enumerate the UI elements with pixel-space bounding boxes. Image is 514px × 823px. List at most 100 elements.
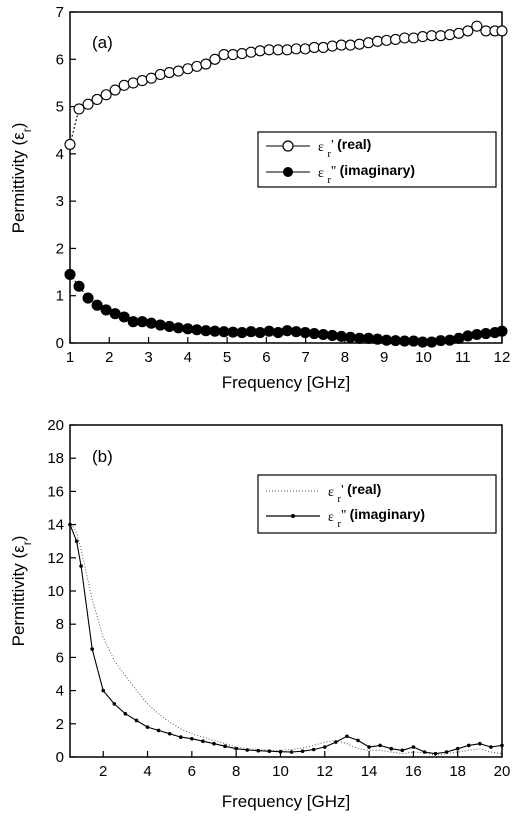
y-tick-label: 0 xyxy=(56,335,64,352)
data-point xyxy=(172,322,184,334)
data-point xyxy=(496,25,508,37)
data-point xyxy=(380,334,393,346)
data-point xyxy=(462,330,474,342)
x-tick-label: 12 xyxy=(494,349,511,366)
x-tick-label: 8 xyxy=(232,763,240,780)
data-point xyxy=(389,746,394,751)
data-point xyxy=(362,332,375,344)
data-point xyxy=(408,32,420,44)
data-point xyxy=(64,138,76,150)
y-tick-label: 0 xyxy=(56,749,64,766)
x-axis-title: Frequency [GHz] xyxy=(222,373,351,392)
data-point xyxy=(223,744,227,749)
data-point xyxy=(267,749,272,753)
data-point xyxy=(145,317,157,329)
data-point xyxy=(400,748,405,753)
legend-box xyxy=(257,131,497,188)
data-point xyxy=(127,77,139,89)
data-point xyxy=(118,79,130,91)
data-point xyxy=(422,750,427,754)
data-point xyxy=(299,43,311,55)
data-point xyxy=(466,743,471,748)
data-point xyxy=(278,749,283,754)
data-point xyxy=(163,320,175,333)
x-tick-label: 1 xyxy=(66,349,74,366)
data-point xyxy=(322,745,327,749)
data-point xyxy=(444,334,456,346)
data-point xyxy=(236,48,248,60)
data-point xyxy=(496,325,508,337)
data-point xyxy=(73,280,85,292)
legend-marker-filled-circle xyxy=(283,167,293,177)
data-point xyxy=(118,311,130,323)
data-point xyxy=(227,49,239,61)
data-point xyxy=(334,740,338,744)
data-point xyxy=(136,316,148,328)
data-point xyxy=(245,326,257,338)
data-point xyxy=(68,522,72,527)
data-point xyxy=(480,327,492,340)
data-point xyxy=(82,98,94,110)
data-point xyxy=(272,327,284,339)
x-tick-label: 7 xyxy=(301,349,309,366)
x-tick-label: 4 xyxy=(184,349,192,366)
data-point xyxy=(156,728,161,733)
data-point xyxy=(136,75,148,87)
data-point xyxy=(500,743,504,748)
x-tick-label: 6 xyxy=(262,349,270,366)
y-tick-label: 4 xyxy=(56,683,64,700)
y-tick-label: 7 xyxy=(56,4,64,21)
data-point xyxy=(245,748,250,752)
data-point xyxy=(290,326,302,338)
data-point xyxy=(82,292,94,304)
data-point xyxy=(317,328,329,341)
data-point xyxy=(444,750,449,754)
data-point xyxy=(471,20,483,32)
x-tick-label: 4 xyxy=(143,763,151,780)
data-point xyxy=(182,323,194,335)
data-point xyxy=(182,63,194,75)
data-point xyxy=(478,741,482,746)
y-tick-label: 1 xyxy=(56,288,64,305)
data-point xyxy=(433,751,438,756)
data-point xyxy=(167,731,172,736)
data-point xyxy=(453,332,465,344)
data-point xyxy=(212,741,216,746)
data-series xyxy=(68,521,504,756)
x-tick-label: 16 xyxy=(405,763,422,780)
x-tick-label: 9 xyxy=(380,349,388,366)
data-point xyxy=(345,734,349,739)
data-point xyxy=(289,750,294,754)
y-tick-label: 18 xyxy=(47,450,64,467)
data-point xyxy=(263,325,275,337)
data-point xyxy=(326,40,338,52)
data-point xyxy=(112,702,117,706)
chart-panel-b: 2 4 6 8 10 12 14 16 18 20 0 2 4 6 8 10 12 14 16 18 20 (b) Fr… xyxy=(9,417,510,811)
x-tick-label: 2 xyxy=(105,349,113,366)
data-point xyxy=(209,53,221,65)
y-tick-label: 8 xyxy=(56,616,64,633)
x-tick-label: 18 xyxy=(449,763,466,780)
legend-marker-dot xyxy=(291,514,295,518)
data-point xyxy=(200,325,212,337)
data-point xyxy=(79,564,83,568)
data-point xyxy=(367,745,371,749)
x-tick-label: 6 xyxy=(188,763,196,780)
data-point xyxy=(362,37,375,49)
x-tick-label: 10 xyxy=(272,763,289,780)
data-point xyxy=(191,60,203,72)
data-point xyxy=(74,539,79,543)
data-point xyxy=(417,31,429,43)
data-point xyxy=(256,748,261,753)
legend-item-real: ε r' (real) xyxy=(266,481,381,505)
plot-frame xyxy=(69,11,503,344)
data-point xyxy=(227,326,239,338)
data-point xyxy=(326,329,338,341)
data-point xyxy=(426,336,438,348)
data-point xyxy=(308,327,320,340)
data-point xyxy=(371,35,384,47)
x-tick-label: 10 xyxy=(415,349,432,366)
x-tick-label: 20 xyxy=(494,763,511,780)
x-tick-label: 8 xyxy=(341,349,349,366)
